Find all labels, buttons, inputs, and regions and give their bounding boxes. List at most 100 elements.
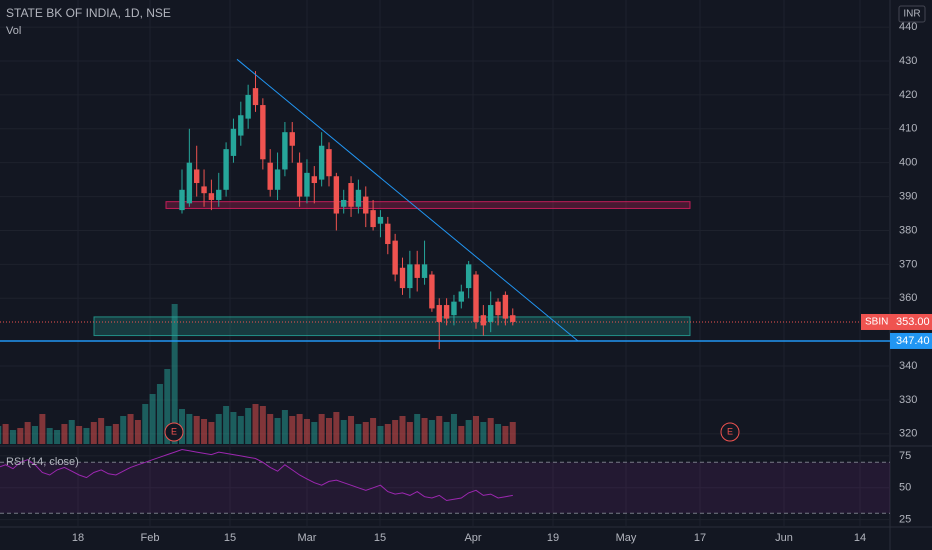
volume-bar xyxy=(281,410,288,444)
rsi-title: RSI (14, close) xyxy=(6,456,79,468)
volume-bar xyxy=(289,416,296,444)
volume-bar xyxy=(495,424,502,444)
candle-body xyxy=(238,115,244,136)
y-tick-label: 370 xyxy=(899,258,917,270)
candle-body xyxy=(333,176,340,214)
rsi-tick-label: 50 xyxy=(899,482,911,494)
candle-body xyxy=(304,172,310,197)
trendline xyxy=(236,58,579,342)
volume-bar xyxy=(90,422,97,444)
candle-body xyxy=(186,162,193,204)
volume-bar xyxy=(502,426,509,444)
y-tick-label: 390 xyxy=(899,190,917,202)
volume-bar xyxy=(259,406,266,444)
y-tick-label: 440 xyxy=(899,21,917,33)
hline-label-box xyxy=(890,332,932,349)
last-price-label: 353.00 xyxy=(896,316,930,328)
rsi-tick-label: 75 xyxy=(899,450,911,462)
candle-body xyxy=(399,267,406,289)
volume-bar xyxy=(223,406,230,444)
hline-label: 347.40 xyxy=(896,335,930,347)
currency-box[interactable] xyxy=(898,5,926,23)
currency[interactable]: INR xyxy=(903,9,920,20)
earnings-label: E xyxy=(727,426,733,436)
volume-bar xyxy=(362,422,369,444)
volume-bar xyxy=(127,414,134,444)
volume-bar xyxy=(186,414,193,444)
volume-bar xyxy=(377,426,384,444)
volume-bar xyxy=(318,414,325,444)
volume-bar xyxy=(24,422,31,444)
earnings-marker[interactable] xyxy=(164,422,184,442)
candle-body xyxy=(407,264,413,289)
volume-bar xyxy=(179,409,185,444)
rsi-line xyxy=(0,448,513,502)
volume-bar xyxy=(215,414,222,444)
volume-bar xyxy=(105,426,112,444)
chart-title: STATE BK OF INDIA, 1D, NSE xyxy=(6,6,171,20)
volume-bar xyxy=(421,418,428,444)
x-tick-label: 14 xyxy=(854,532,866,544)
volume-bar xyxy=(17,428,24,444)
y-tick-label: 400 xyxy=(899,157,917,169)
volume-bar xyxy=(274,418,281,444)
volume-bar xyxy=(120,416,127,444)
candle-body xyxy=(341,199,347,207)
candle-body xyxy=(480,315,487,326)
volume-bar xyxy=(406,422,413,444)
volume-bar xyxy=(201,419,208,444)
volume-bar xyxy=(355,424,362,444)
earnings-label: E xyxy=(171,426,177,436)
volume-bar xyxy=(193,416,200,444)
candle-body xyxy=(377,216,384,224)
x-tick-label: 15 xyxy=(374,532,386,544)
volume-label: Vol xyxy=(6,25,21,37)
candle-body xyxy=(201,186,207,194)
candle-body xyxy=(208,193,215,200)
candle-body xyxy=(260,105,266,160)
candle-body xyxy=(502,294,509,319)
rsi-tick-label: 25 xyxy=(899,514,911,526)
candle-body xyxy=(348,183,354,207)
volume-bar xyxy=(473,416,479,444)
x-tick-label: 17 xyxy=(694,532,706,544)
volume-bar xyxy=(443,422,450,444)
volume-bar xyxy=(156,384,163,444)
earnings-marker[interactable] xyxy=(720,422,740,442)
y-tick-label: 330 xyxy=(899,394,917,406)
candle-body xyxy=(355,189,362,207)
last-price-box xyxy=(861,313,932,330)
volume-bar xyxy=(303,419,310,444)
y-tick-label: 410 xyxy=(899,123,917,135)
labels: STATE BK OF INDIA, 1D, NSE Vol RSI (14, … xyxy=(6,5,932,544)
candle-body xyxy=(296,162,303,197)
candle-body xyxy=(274,169,281,190)
marks xyxy=(0,58,890,514)
x-tick-label: Feb xyxy=(141,532,160,544)
volume-bar xyxy=(230,412,237,444)
x-tick-label: Mar xyxy=(298,532,317,544)
volume-bar xyxy=(83,428,90,444)
candle-body xyxy=(267,162,273,190)
volume-bar xyxy=(142,404,149,444)
volume-bar xyxy=(32,426,38,444)
volume-bar xyxy=(370,418,377,444)
volume-bar xyxy=(208,422,215,444)
candle-body xyxy=(392,240,398,275)
volume-bar xyxy=(311,422,318,444)
y-tick-label: 340 xyxy=(899,360,917,372)
x-tick-label: May xyxy=(616,532,637,544)
candle-body xyxy=(216,189,222,200)
volume-bar xyxy=(428,420,435,444)
volume-bar xyxy=(46,428,53,444)
y-tick-label: 360 xyxy=(899,292,917,304)
x-tick-label: 18 xyxy=(72,532,84,544)
volume-bar xyxy=(9,430,16,444)
volume-bar xyxy=(164,369,171,444)
volume-bar xyxy=(171,304,178,444)
volume-bar xyxy=(267,414,274,444)
candle-body xyxy=(443,305,450,319)
volume-bar xyxy=(509,422,516,444)
volume-bar xyxy=(39,414,46,444)
